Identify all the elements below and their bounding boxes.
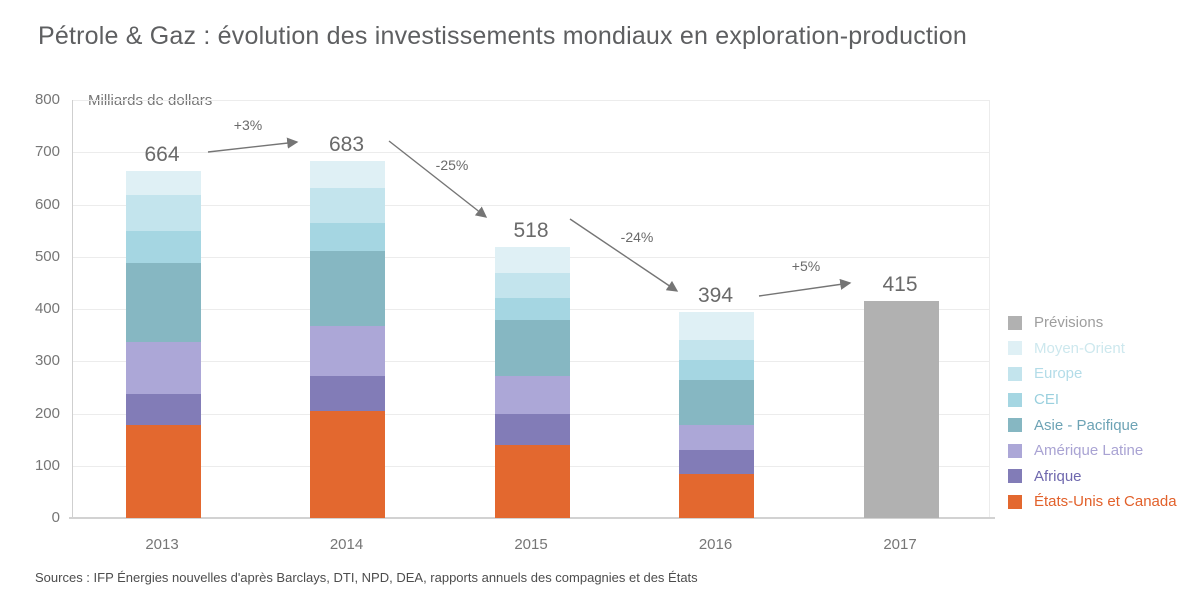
bar-segment-afrique: [679, 449, 754, 474]
y-tick-label-500: 500: [34, 247, 60, 265]
legend-label: Amérique Latine: [1034, 442, 1144, 460]
pct-change-2014-2015: -25%: [435, 157, 469, 173]
legend-swatch-icon: [1008, 469, 1022, 484]
legend-swatch-icon: [1008, 392, 1022, 407]
bar-segment-moyen-orient: [679, 312, 754, 341]
legend-item: Asie - Pacifique: [1008, 412, 1177, 438]
bar-segment-moyen-orient: [310, 161, 385, 189]
bar-2014: [310, 161, 385, 518]
bar-segment-etats-unis-et-canada: [679, 473, 754, 518]
bar-segment-amerique-latine: [494, 375, 570, 414]
bar-2015: [494, 247, 570, 518]
legend: Prévisions Moyen-Orient Europe CEI Asie - Pa…: [1008, 310, 1177, 515]
y-tick-label-800: 800: [34, 91, 60, 108]
source-line: Sources : IFP Énergies nouvelles d'après…: [35, 570, 698, 585]
legend-label: CEI: [1034, 391, 1060, 409]
bar-value-label-2016: 394: [697, 284, 734, 308]
bar-segment-asie-pacifique: [310, 251, 385, 326]
pct-change-2013-2014: +3%: [233, 117, 263, 133]
legend-item: CEI: [1008, 387, 1177, 413]
bar-segment-afrique: [310, 375, 385, 412]
legend-label: Europe: [1034, 365, 1083, 383]
y-tick-label-300: 300: [34, 352, 60, 370]
legend-label: Moyen-Orient: [1034, 339, 1125, 357]
legend-item: Prévisions: [1008, 310, 1177, 336]
gridline-800: [73, 100, 989, 101]
legend-swatch-icon: [1008, 341, 1022, 356]
legend-label: Asie - Pacifique: [1034, 416, 1139, 434]
legend-item: Europe: [1008, 361, 1177, 387]
bar-segment-asie-pacifique: [125, 263, 201, 343]
bar-segment-asie-pacifique: [494, 319, 570, 376]
legend-label: Prévisions: [1034, 314, 1104, 332]
x-tick-label-2013: 2013: [145, 536, 179, 553]
legend-swatch-icon: [1008, 366, 1022, 381]
gridline-700: [73, 152, 989, 154]
x-axis-line: [69, 517, 995, 519]
bar-segment-cei: [310, 222, 385, 252]
bar-segment-cei: [679, 360, 754, 380]
bar-segment-afrique: [494, 413, 570, 445]
y-tick-label-400: 400: [34, 300, 60, 317]
bar-value-label-2014: 683: [328, 133, 365, 157]
bar-segment-etats-unis-et-canada: [494, 444, 570, 518]
x-tick-label-2014: 2014: [329, 536, 364, 553]
bar-segment-amerique-latine: [310, 325, 385, 376]
bar-segment-moyen-orient: [494, 247, 570, 274]
bar-2016: [679, 312, 754, 518]
bar-segment-previsions: [863, 301, 939, 518]
bar-segment-europe: [679, 340, 754, 361]
legend-item: Afrique: [1008, 464, 1177, 490]
bar-segment-afrique: [125, 393, 201, 425]
bar-2013: [125, 171, 201, 518]
gridline-600: [73, 204, 989, 206]
y-tick-label-600: 600: [34, 195, 60, 213]
legend-label: Afrique: [1034, 467, 1082, 485]
legend-swatch-icon: [1008, 443, 1022, 458]
legend-swatch-icon: [1008, 418, 1022, 433]
x-tick-label-2016: 2016: [698, 536, 733, 553]
y-tick-label-700: 700: [34, 143, 60, 161]
plot-area: [69, 100, 995, 519]
bar-segment-cei: [125, 231, 201, 264]
pct-change-2016-2017: +5%: [791, 258, 821, 274]
legend-item: États-Unis et Canada: [1008, 489, 1177, 515]
bar-segment-cei: [494, 298, 570, 320]
bar-segment-europe: [310, 188, 385, 223]
bar-segment-moyen-orient: [125, 171, 201, 195]
legend-swatch-icon: [1008, 494, 1022, 509]
bar-segment-amerique-latine: [679, 425, 754, 450]
chart-title: Pétrole & Gaz : évolution des investisse…: [38, 22, 968, 50]
bar-segment-asie-pacifique: [679, 379, 754, 425]
bar-segment-amerique-latine: [125, 342, 201, 394]
bar-value-label-2017: 415: [882, 273, 918, 297]
legend-item: Moyen-Orient: [1008, 336, 1177, 362]
legend-label: États-Unis et Canada: [1034, 493, 1177, 511]
x-tick-label-2015: 2015: [514, 536, 548, 553]
y-tick-label-100: 100: [34, 456, 60, 474]
bar-segment-etats-unis-et-canada: [125, 425, 201, 518]
x-tick-label-2017: 2017: [883, 536, 917, 553]
y-tick-label-200: 200: [34, 404, 60, 422]
bar-segment-europe: [494, 273, 570, 299]
y-tick-label-0: 0: [51, 509, 60, 526]
legend-swatch-icon: [1008, 315, 1022, 330]
bar-2017: [863, 301, 939, 518]
bar-segment-etats-unis-et-canada: [310, 411, 385, 518]
pct-change-2015-2016: -24%: [620, 229, 654, 245]
bar-segment-europe: [125, 194, 201, 232]
bar-value-label-2013: 664: [144, 143, 180, 167]
bar-value-label-2015: 518: [513, 219, 549, 243]
legend-item: Amérique Latine: [1008, 438, 1177, 464]
